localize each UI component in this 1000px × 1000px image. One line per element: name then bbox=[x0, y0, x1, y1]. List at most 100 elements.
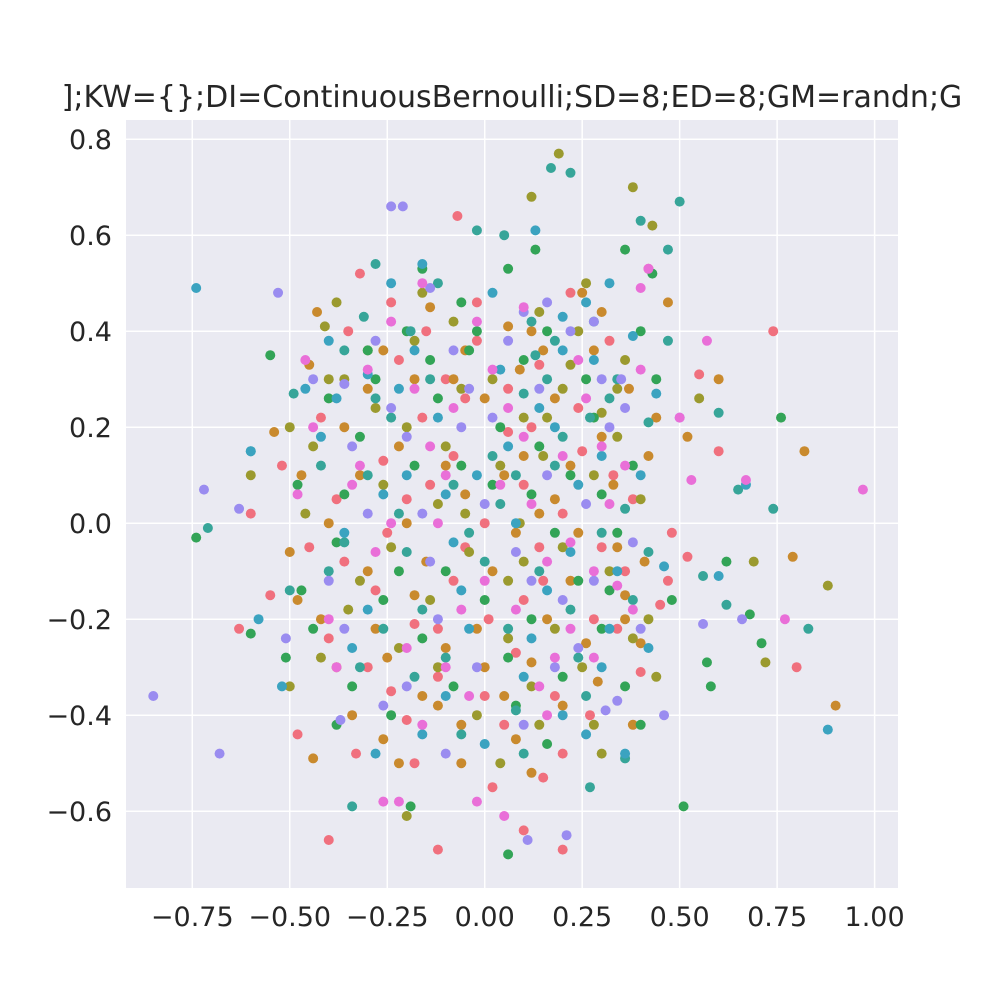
data-point bbox=[596, 623, 607, 634]
data-point bbox=[234, 503, 245, 514]
data-point bbox=[596, 451, 607, 461]
data-point bbox=[456, 422, 467, 433]
data-point bbox=[518, 556, 529, 567]
data-point bbox=[549, 460, 560, 471]
data-point bbox=[534, 441, 545, 452]
data-point bbox=[612, 695, 623, 706]
data-point bbox=[557, 748, 568, 759]
data-point bbox=[518, 355, 529, 365]
data-point bbox=[760, 657, 771, 668]
data-point bbox=[331, 494, 342, 505]
data-point bbox=[440, 460, 451, 471]
data-point bbox=[666, 527, 677, 538]
data-point bbox=[300, 383, 311, 394]
data-point bbox=[620, 503, 631, 514]
data-point bbox=[276, 460, 287, 471]
data-point bbox=[534, 681, 545, 692]
y-tick-label: −0.6 bbox=[46, 797, 112, 828]
data-point bbox=[386, 316, 397, 327]
data-point bbox=[148, 691, 159, 701]
data-point bbox=[409, 590, 420, 601]
data-point bbox=[432, 412, 443, 423]
data-point bbox=[565, 326, 576, 337]
data-point bbox=[557, 542, 568, 553]
data-point bbox=[471, 297, 482, 308]
data-point bbox=[857, 484, 868, 495]
data-point bbox=[425, 441, 436, 452]
data-point bbox=[779, 614, 790, 625]
data-point bbox=[401, 494, 412, 505]
data-point bbox=[503, 633, 514, 644]
data-point bbox=[577, 287, 588, 298]
data-point bbox=[417, 729, 428, 740]
data-point bbox=[312, 307, 323, 317]
data-point bbox=[471, 710, 482, 721]
data-point bbox=[448, 451, 459, 461]
data-point bbox=[768, 503, 779, 514]
data-point bbox=[393, 566, 404, 577]
data-point bbox=[627, 633, 638, 644]
data-point bbox=[471, 225, 482, 236]
data-point bbox=[479, 518, 490, 529]
data-point bbox=[499, 811, 510, 821]
data-point bbox=[386, 518, 397, 529]
data-point bbox=[339, 489, 350, 500]
data-point bbox=[534, 307, 545, 317]
data-point bbox=[557, 345, 568, 356]
data-point bbox=[386, 710, 397, 721]
data-point bbox=[503, 652, 514, 663]
data-point bbox=[456, 460, 467, 471]
data-point bbox=[534, 566, 545, 577]
data-point bbox=[565, 167, 576, 178]
data-point bbox=[510, 604, 521, 615]
data-point bbox=[678, 801, 689, 812]
data-point bbox=[432, 393, 443, 404]
data-point bbox=[503, 403, 514, 413]
data-point bbox=[448, 681, 459, 692]
data-point bbox=[565, 287, 576, 298]
data-point bbox=[534, 719, 545, 730]
data-point bbox=[526, 575, 537, 586]
data-point bbox=[542, 585, 553, 596]
data-point bbox=[503, 335, 514, 346]
data-point bbox=[331, 537, 342, 548]
data-point bbox=[440, 470, 451, 481]
data-point bbox=[549, 335, 560, 346]
data-point bbox=[323, 518, 334, 529]
y-tick-label: 0.6 bbox=[69, 221, 112, 252]
data-point bbox=[612, 383, 623, 394]
data-point bbox=[698, 619, 709, 629]
data-point bbox=[308, 422, 319, 433]
data-point bbox=[503, 623, 514, 634]
data-point bbox=[698, 571, 709, 581]
data-point bbox=[538, 345, 549, 356]
data-point bbox=[803, 623, 814, 634]
data-point bbox=[612, 542, 623, 553]
data-point bbox=[202, 523, 213, 533]
data-point bbox=[588, 566, 599, 577]
data-point bbox=[635, 638, 646, 649]
data-point bbox=[499, 719, 510, 730]
data-point bbox=[432, 278, 443, 289]
data-point bbox=[584, 710, 595, 721]
data-point bbox=[343, 604, 354, 615]
data-point bbox=[362, 662, 373, 673]
data-point bbox=[292, 729, 303, 740]
data-point bbox=[581, 297, 592, 308]
data-point bbox=[464, 383, 475, 394]
data-point bbox=[386, 403, 397, 413]
data-point bbox=[701, 335, 712, 346]
data-point bbox=[393, 508, 404, 519]
data-point bbox=[526, 614, 537, 625]
data-point bbox=[721, 599, 732, 610]
data-point bbox=[662, 244, 673, 255]
data-point bbox=[495, 758, 506, 769]
data-point bbox=[612, 527, 623, 538]
data-point bbox=[471, 623, 482, 634]
series-1 bbox=[234, 211, 802, 855]
data-point bbox=[347, 441, 358, 452]
data-point bbox=[549, 494, 560, 505]
data-point bbox=[503, 263, 514, 274]
y-tick-label: 0.4 bbox=[69, 317, 112, 348]
data-point bbox=[616, 374, 627, 385]
